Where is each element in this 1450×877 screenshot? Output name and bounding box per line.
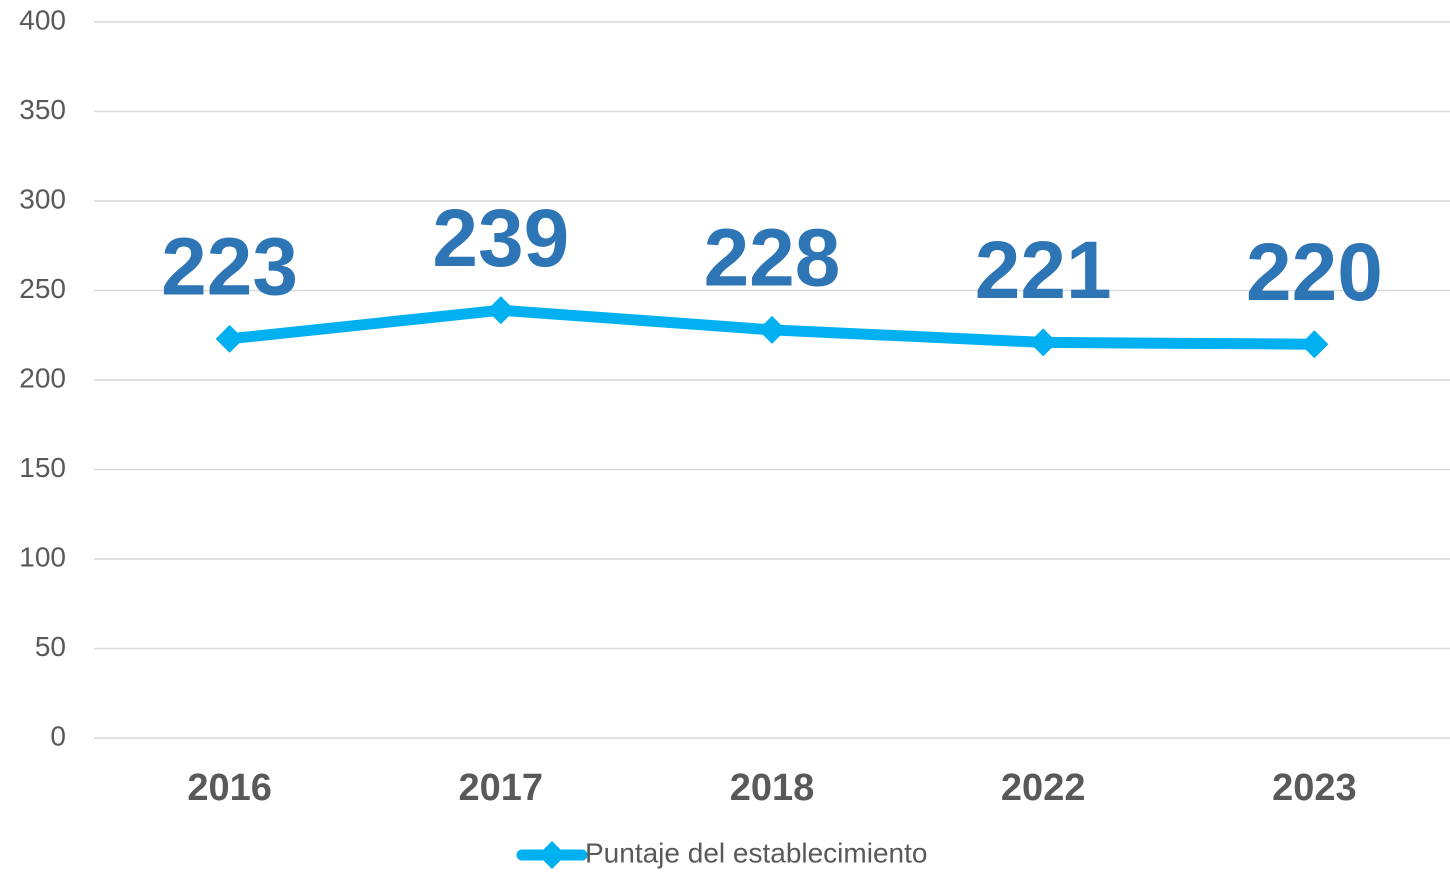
x-tick-label: 2016 [187,767,272,809]
data-label: 239 [432,193,569,284]
legend-marker [538,841,566,869]
y-tick-label: 250 [19,273,66,304]
legend-label: Puntaje del establecimiento [585,837,927,868]
x-tick-label: 2022 [1001,767,1086,809]
y-tick-label: 100 [19,541,66,572]
data-label: 223 [161,221,298,312]
y-tick-label: 50 [35,631,66,662]
data-label: 228 [704,213,841,304]
marker [1029,328,1058,357]
marker [486,296,515,325]
data-label: 220 [1246,227,1383,318]
y-tick-label: 200 [19,362,66,393]
y-tick-label: 400 [19,4,66,35]
y-tick-label: 0 [50,720,66,751]
y-tick-label: 150 [19,452,66,483]
marker [1300,330,1329,359]
data-label: 221 [975,225,1112,316]
x-tick-label: 2018 [730,767,815,809]
x-tick-label: 2023 [1272,767,1357,809]
marker [758,315,786,344]
x-tick-label: 2017 [459,767,544,809]
y-tick-label: 350 [19,94,66,125]
y-tick-label: 300 [19,183,66,214]
marker [215,324,244,353]
